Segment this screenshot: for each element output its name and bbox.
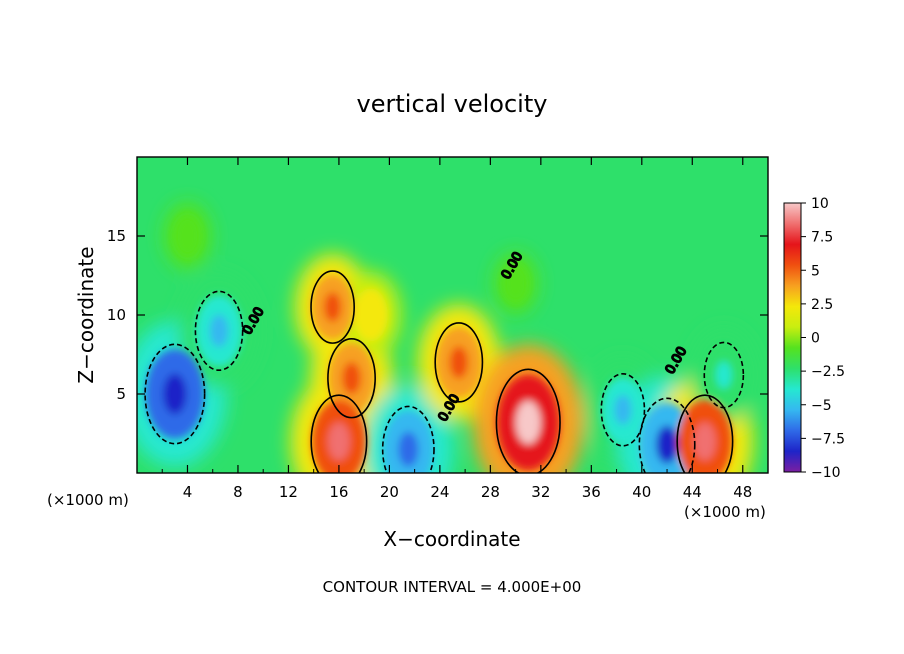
contour-ring [703, 341, 745, 409]
x-tick-label: 32 [531, 483, 550, 501]
x-unit-left: (×1000 m) [47, 491, 129, 509]
field-core [328, 422, 350, 461]
colorbar-tick-label: −10 [811, 465, 841, 481]
colorbar-tick-label: 5 [811, 263, 820, 279]
contour-ring [434, 322, 484, 403]
field-core [398, 431, 419, 467]
contour-ring [327, 337, 376, 419]
x-tick-label: 48 [733, 483, 752, 501]
field-core [324, 292, 342, 322]
field-core [209, 314, 229, 347]
colorbar-tick-label: −7.5 [811, 431, 845, 447]
colorbar-tick-label: −2.5 [811, 364, 845, 380]
contour-ring [310, 394, 368, 473]
contour-ring [194, 290, 244, 372]
colorbar: 10 7.5 5 2.5 0 −2.5 −5 −7.5 −10 [783, 196, 845, 481]
contour-ring [381, 405, 435, 473]
field-core [510, 274, 521, 292]
y-axis-label: Z−coordinate [74, 246, 98, 383]
contour-ring [638, 397, 696, 473]
field-core [182, 226, 193, 246]
field-core [716, 361, 732, 389]
y-axis-ticks: 5 10 15 [107, 227, 768, 403]
x-tick-label: 44 [683, 483, 702, 501]
x-tick-label: 8 [233, 483, 243, 501]
contour-ring [310, 270, 355, 344]
x-tick-label: 24 [430, 483, 449, 501]
colorbar-tick-label: 10 [811, 196, 829, 212]
field-core [656, 425, 678, 464]
x-tick-label: 20 [380, 483, 399, 501]
y-tick-label: 5 [116, 385, 126, 403]
contour-ring [495, 368, 561, 473]
y-tick-label: 15 [107, 227, 126, 245]
field-core [449, 346, 469, 379]
x-unit-right: (×1000 m) [684, 503, 766, 521]
field-core [614, 394, 632, 425]
x-tick-label: 36 [582, 483, 601, 501]
x-tick-label: 12 [279, 483, 298, 501]
field-core [363, 302, 378, 328]
contour-ring [676, 394, 734, 473]
x-tick-label: 4 [183, 483, 193, 501]
colorbar-tick-label: 0 [811, 331, 820, 347]
chart-title: vertical velocity [357, 90, 548, 118]
field-core [342, 362, 361, 395]
x-tick-label: 16 [329, 483, 348, 501]
plot-area: 0.000.000.000.00 [137, 157, 768, 473]
x-axis-label: X−coordinate [383, 527, 520, 551]
contour-interval-note: CONTOUR INTERVAL = 4.000E+00 [323, 578, 582, 596]
field-core [693, 422, 716, 461]
colorbar-tick-label: 2.5 [811, 297, 833, 313]
colorbar-tick-label: 7.5 [811, 230, 833, 246]
field-cores [145, 215, 744, 473]
x-tick-label: 28 [481, 483, 500, 501]
contour-ring [600, 372, 646, 447]
field-core [163, 373, 187, 415]
colorbar-ticks: 10 7.5 5 2.5 0 −2.5 −5 −7.5 −10 [801, 196, 845, 481]
x-tick-label: 40 [632, 483, 651, 501]
field-core [515, 400, 541, 445]
contour-ring [144, 343, 206, 445]
colorbar-bar [783, 202, 802, 473]
y-tick-label: 10 [107, 306, 126, 324]
x-axis-ticks: 4 8 12 16 20 24 28 32 36 40 44 48 [161, 157, 752, 501]
colorbar-tick-label: −5 [811, 398, 832, 414]
